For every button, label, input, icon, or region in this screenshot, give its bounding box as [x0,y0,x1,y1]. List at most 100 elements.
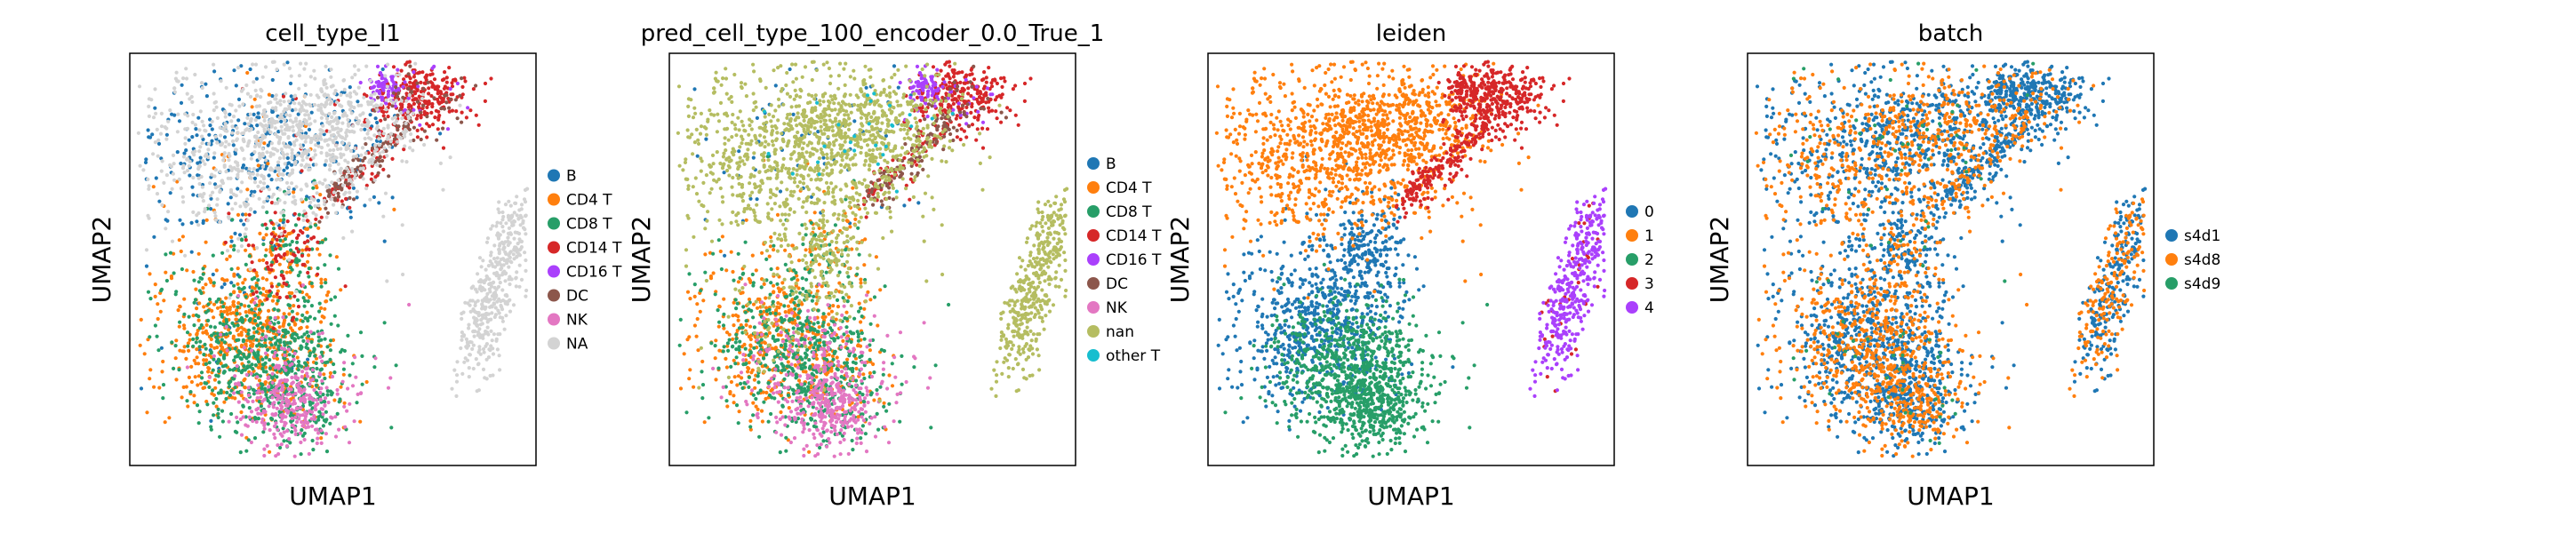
data-point [299,61,303,66]
data-point [307,127,312,131]
data-point [821,155,826,160]
data-point [454,109,459,114]
data-point [192,394,196,398]
data-point [269,241,274,245]
data-point [257,400,261,404]
data-point [186,168,190,173]
data-point [481,305,485,309]
data-point [787,308,791,313]
data-point [443,93,447,98]
data-point [400,159,404,163]
data-point [455,81,460,86]
data-point [183,112,188,116]
data-point [158,309,163,314]
data-point [447,106,452,110]
data-point [307,274,311,279]
data-point [404,83,409,87]
data-point [495,220,500,225]
data-point [332,398,337,402]
data-point [282,213,286,218]
data-point [275,406,279,410]
data-point [244,295,248,299]
data-point [221,305,226,309]
data-point [220,338,224,342]
data-point [253,118,258,123]
data-point [312,347,316,352]
data-point [244,204,248,209]
data-point [242,346,246,350]
data-point [239,433,244,437]
data-point [300,105,304,109]
data-point [485,236,491,241]
data-point [353,176,357,180]
data-point [402,147,406,152]
data-point [740,386,745,390]
data-point [145,410,149,415]
data-point [276,282,281,287]
data-point [366,136,372,140]
data-point [316,226,321,230]
data-point [817,262,821,266]
data-point [180,235,185,239]
data-point [281,172,285,177]
data-point [801,370,806,374]
data-point [195,306,199,311]
data-point [767,254,772,259]
data-point [204,218,209,222]
data-point [211,368,215,372]
data-point [174,378,179,382]
data-point [478,284,483,289]
data-point [195,219,199,224]
data-point [282,218,286,222]
data-point [783,310,788,314]
data-point [228,296,232,300]
data-point [203,154,207,158]
data-point [391,100,396,105]
data-point [756,374,760,378]
data-point [262,447,267,451]
data-point [275,301,279,306]
data-point [198,155,203,160]
data-point [425,122,429,126]
data-point [506,231,511,235]
data-point [348,107,352,112]
data-point [713,292,717,297]
data-point [501,257,506,261]
data-point [315,191,319,195]
data-point [249,344,253,348]
data-point [396,68,400,72]
data-point [485,325,490,330]
data-point [890,384,895,388]
data-point [239,243,244,249]
data-point [393,104,397,108]
data-point [245,91,250,96]
data-point [290,369,294,373]
data-point [325,345,330,349]
data-point [304,61,308,66]
data-point [453,98,458,102]
data-point [391,65,396,69]
data-point [329,322,333,326]
data-point [296,305,301,309]
data-point [699,289,703,293]
data-point [381,83,387,87]
data-point [441,146,446,150]
data-point [236,354,240,359]
data-point [278,379,283,384]
data-point [409,131,413,137]
data-point [287,125,292,130]
data-point [262,111,267,115]
data-point [503,250,508,254]
data-point [515,246,519,251]
data-point [244,423,248,427]
data-point [378,151,382,155]
data-point [255,172,260,177]
data-point [212,413,216,418]
data-point [500,218,505,222]
data-point [851,186,855,190]
data-point [300,158,305,163]
data-point [764,396,768,402]
data-point [341,367,346,371]
data-point [206,308,211,313]
data-point [325,188,330,194]
